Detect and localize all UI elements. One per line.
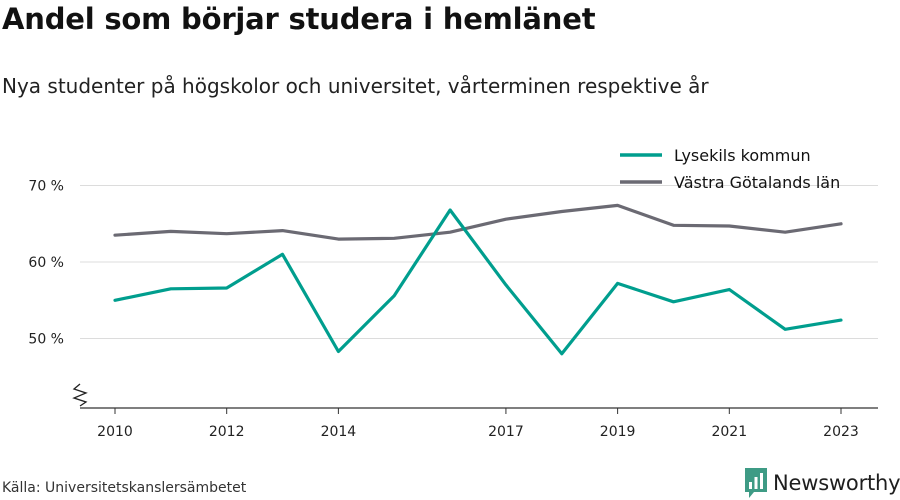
x-tick-label: 2023 [823, 424, 859, 440]
brand-name: Newsworthy [773, 471, 900, 495]
series-line [113, 208, 843, 356]
x-tick-label: 2021 [711, 424, 747, 440]
legend-label: Lysekils kommun [674, 146, 811, 165]
brand-logo: Newsworthy [745, 468, 900, 498]
chart-subtitle: Nya studenter på högskolor och universit… [2, 74, 709, 98]
x-tick-label: 2012 [209, 424, 245, 440]
x-axis: 2010 2012 2014 2017 2019 2021 2023 [80, 407, 878, 440]
x-tick-label: 2014 [321, 424, 357, 440]
series-line [113, 203, 843, 241]
gridlines [80, 185, 878, 339]
y-tick-label: 50 % [28, 332, 64, 348]
y-tick-label: 70 % [28, 179, 64, 195]
x-tick-label: 2019 [600, 424, 636, 440]
source-note: Källa: Universitetskanslersämbetet [2, 480, 247, 496]
x-tick-label: 2010 [97, 424, 133, 440]
x-tick-label: 2017 [488, 424, 524, 440]
legend: Lysekils kommun Västra Götalands län [620, 146, 840, 192]
series-lines [113, 203, 843, 356]
y-axis: 50 % 60 % 70 % [28, 179, 88, 407]
axis-break-icon [72, 383, 88, 407]
newsworthy-logo-icon [745, 468, 767, 498]
legend-label: Västra Götalands län [674, 173, 840, 192]
y-tick-label: 60 % [28, 255, 64, 271]
chart-title: Andel som börjar studera i hemlänet [2, 2, 596, 36]
